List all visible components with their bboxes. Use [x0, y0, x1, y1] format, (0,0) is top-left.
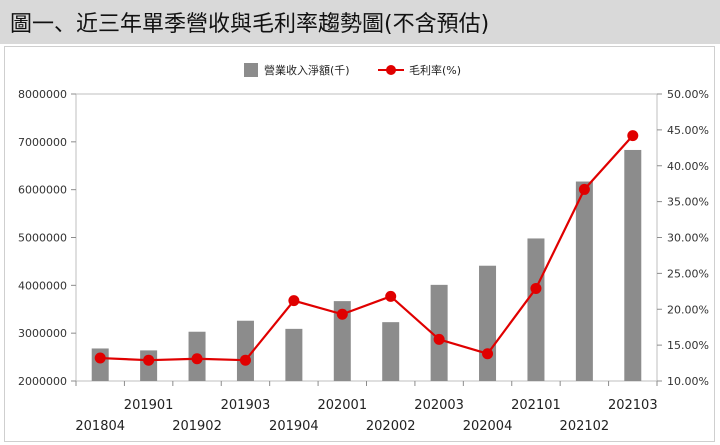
right-axis-tick-label: 20.00%: [667, 303, 709, 316]
point-201902: [191, 353, 203, 365]
left-axis-tick-label: 4000000: [18, 279, 67, 292]
point-202002: [385, 290, 397, 302]
point-201901: [143, 354, 155, 366]
right-axis-tick-label: 30.00%: [667, 232, 709, 245]
right-axis-tick-label: 15.00%: [667, 339, 709, 352]
line-series: [94, 130, 639, 366]
bar-202003: [430, 284, 448, 381]
x-tick-label-202103: 202103: [608, 398, 658, 413]
chart-axes: 2000000 3000000 4000000 5000000 6000000 70000…: [18, 88, 709, 388]
x-tick-label-202101: 202101: [511, 398, 561, 413]
bar-202103: [624, 149, 642, 381]
gross-margin-line: [100, 134, 634, 362]
left-axis-tick-label: 2000000: [18, 375, 67, 388]
right-axis-tick-label: 50.00%: [667, 88, 709, 101]
point-202003: [433, 333, 445, 345]
bar-202004: [479, 265, 497, 381]
x-tick-labels: 201804 201901 201902 201903 201904 202001 2020…: [75, 398, 657, 434]
right-axis-tick-label: 45.00%: [667, 124, 709, 137]
chart-legend: 營業收入淨額(千) 毛利率(%): [244, 63, 461, 77]
left-axis-tick-label: 8000000: [18, 88, 67, 101]
chart-frame: [4, 46, 715, 442]
point-202103: [627, 130, 639, 142]
point-201903: [239, 354, 251, 366]
bar-series: [91, 149, 642, 381]
point-202101: [530, 282, 542, 294]
bar-201903: [236, 320, 254, 381]
right-axis-tick-label: 40.00%: [667, 160, 709, 173]
x-tick-label-201902: 201902: [172, 419, 222, 434]
legend-bar-swatch: [244, 63, 258, 77]
bar-202101: [527, 238, 545, 381]
legend-bar-label: 營業收入淨額(千): [264, 63, 350, 77]
page-title: 圖一、近三年單季營收與毛利率趨勢圖(不含預估): [10, 12, 490, 37]
x-tick-label-202004: 202004: [463, 419, 513, 434]
legend-line-marker: [386, 65, 396, 75]
bar-202102: [575, 181, 593, 381]
right-axis-tick-label: 25.00%: [667, 267, 709, 280]
left-axis-tick-label: 5000000: [18, 232, 67, 245]
bar-202001: [333, 301, 351, 381]
left-axis-tick-label: 6000000: [18, 184, 67, 197]
x-tick-label-201901: 201901: [124, 398, 174, 413]
point-202001: [336, 308, 348, 320]
x-tick-label-202002: 202002: [366, 419, 416, 434]
right-axis-tick-label: 35.00%: [667, 196, 709, 209]
legend-line-label: 毛利率(%): [409, 63, 461, 77]
x-tick-label-201804: 201804: [75, 419, 125, 434]
left-axis-tick-label: 7000000: [18, 136, 67, 149]
point-202004: [482, 348, 494, 360]
bar-201904: [285, 328, 303, 381]
x-tick-label-201904: 201904: [269, 419, 319, 434]
plot-area-border: [75, 93, 658, 382]
bar-202002: [382, 322, 400, 381]
point-202102: [578, 183, 590, 195]
x-tick-label-201903: 201903: [221, 398, 271, 413]
left-axis-tick-label: 3000000: [18, 327, 67, 340]
point-201904: [288, 295, 300, 307]
x-tick-label-202001: 202001: [317, 398, 367, 413]
x-tick-label-202003: 202003: [414, 398, 464, 413]
right-axis-tick-label: 10.00%: [667, 375, 709, 388]
x-tick-label-202102: 202102: [560, 419, 610, 434]
point-201804: [94, 352, 106, 364]
title-bar: 圖一、近三年單季營收與毛利率趨勢圖(不含預估): [0, 0, 720, 44]
